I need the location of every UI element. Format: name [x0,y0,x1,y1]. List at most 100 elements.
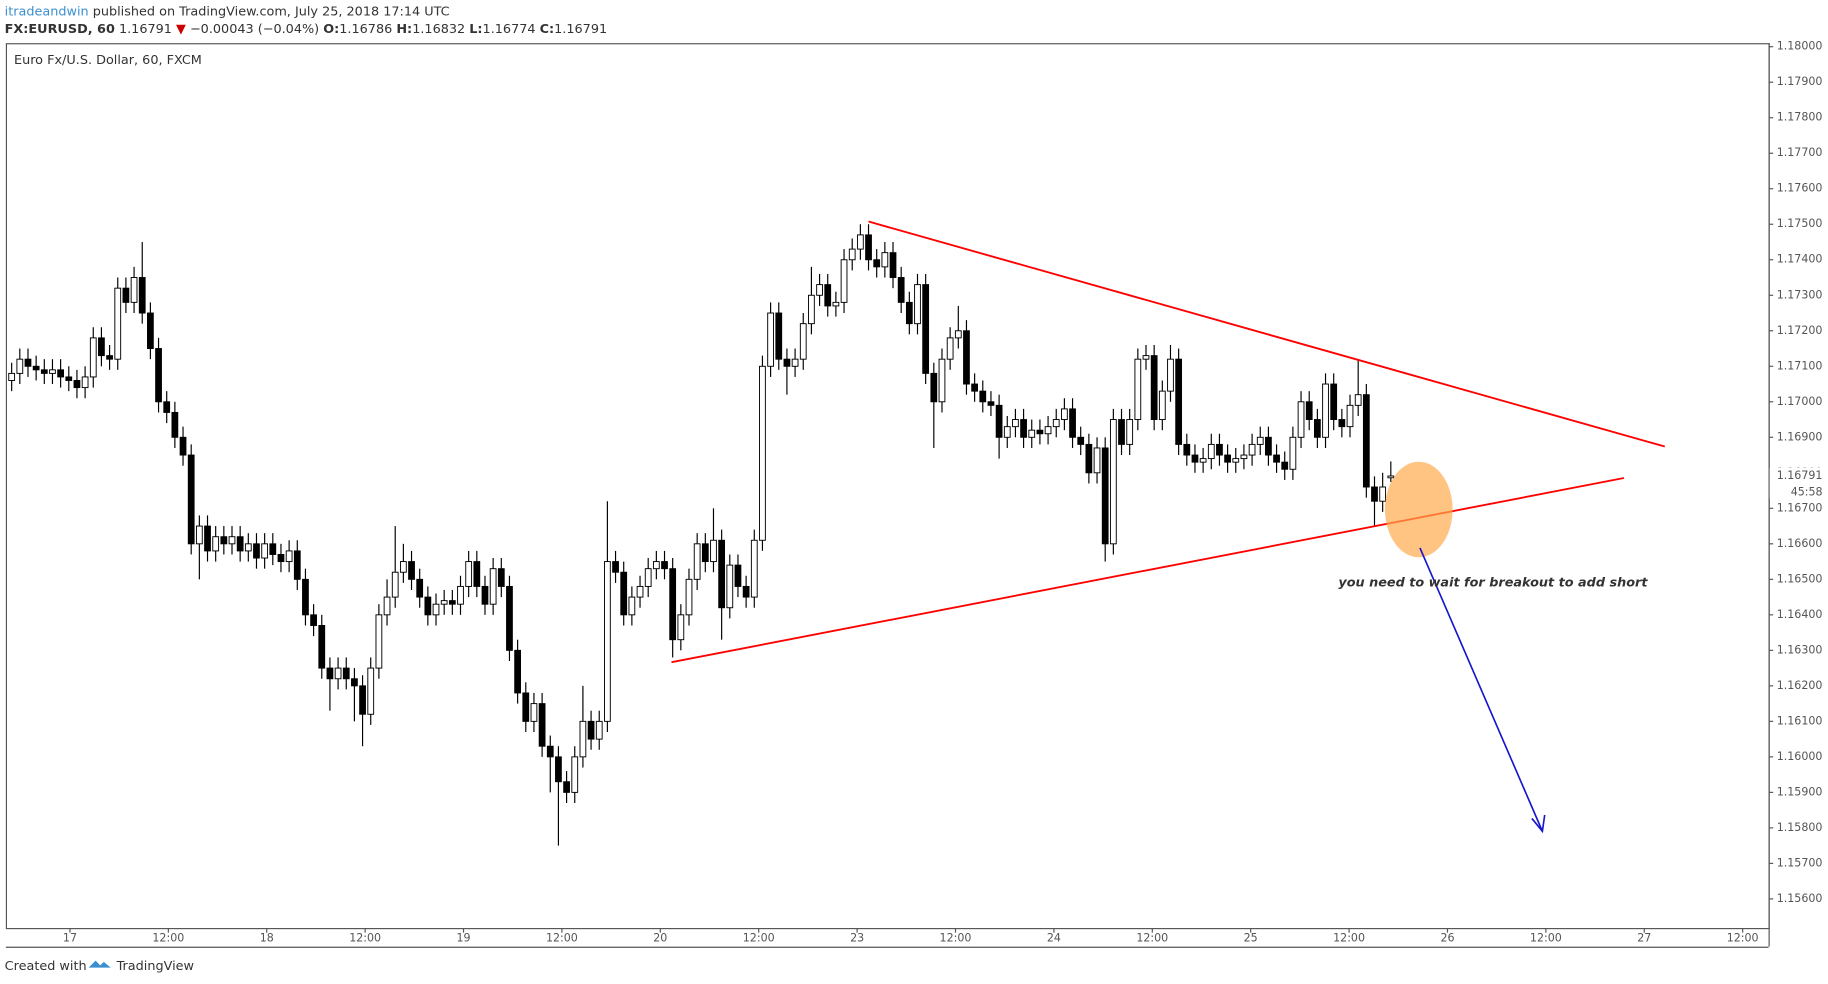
candle-body [579,720,587,758]
candle-body [1248,443,1256,456]
candle-body [832,301,840,307]
candle-body [334,667,342,680]
y-tick-label: 1.17600 [1777,182,1823,195]
candle-body [514,649,522,694]
y-tick-label: 1.15800 [1777,821,1823,834]
candle-body [65,376,73,381]
candle-body [351,678,358,687]
candle-body [595,720,603,740]
candle-body [669,568,677,641]
x-tick-label: 12:00 [1530,932,1562,945]
candle-body [195,525,203,545]
candle-body [1069,408,1076,438]
x-tick-label: 17 [63,932,77,945]
y-tick-label: 1.18000 [1777,40,1823,53]
candle-body [1150,355,1158,421]
y-tick-label: 1.16600 [1777,537,1823,550]
candle-body [1183,443,1191,456]
candle-body [1256,436,1264,445]
candle-body [587,720,595,740]
candle-body [310,614,317,626]
x-tick-label: 26 [1440,932,1454,945]
candle-body [32,365,40,371]
candle-body [1240,454,1248,460]
candle-body [228,536,236,545]
candle-body [416,578,424,598]
author[interactable]: itradeandwin [5,4,89,19]
y-tick-label: 1.16300 [1777,643,1823,656]
candle-body [856,234,864,250]
candle-body [1158,390,1166,421]
candle-body [848,248,856,261]
candle-body [1322,383,1329,438]
candle-body [98,337,105,357]
trendline-lower[interactable] [671,477,1625,664]
y-tick-label: 1.16900 [1777,430,1823,443]
candle-body [522,692,530,722]
candle-body [1118,419,1125,445]
candle-body [391,571,399,598]
candle-body [799,323,807,360]
change: −0.00043 (−0.04%) [190,22,319,37]
forecast-arrow[interactable] [1419,547,1544,832]
candle-body [563,781,570,793]
candle-body [775,312,783,360]
breakout-zone[interactable] [1384,461,1453,558]
candle-body [1371,486,1378,502]
candle-body [302,578,309,616]
open: 1.16786 [339,22,392,37]
footer-brand[interactable]: TradingView [116,959,194,974]
x-tick-label: 12:00 [546,932,578,945]
countdown: 45:58 [1791,485,1823,498]
y-tick-label: 1.17400 [1777,253,1823,266]
candle-body [652,561,660,570]
candle-body [465,561,473,587]
candle-body [677,614,685,641]
candle-body [1020,419,1027,438]
candle-body [644,568,652,587]
candle-body [1126,419,1134,445]
trendline-upper[interactable] [868,220,1666,448]
candle-body [701,543,709,563]
header-line: itradeandwin published on TradingView.co… [5,4,450,19]
candle-body [1387,475,1395,479]
candle-body [1077,436,1085,445]
candle-body [285,550,293,563]
candle-body [1330,383,1338,421]
candle-body [261,543,269,559]
candle-body [1142,355,1150,360]
arrow-head [1531,814,1546,834]
candle-body [171,411,179,438]
annotation[interactable]: you need to wait for breakout to add sho… [1338,575,1648,590]
close: 1.16791 [554,22,607,37]
candle-body [946,337,954,360]
candle-body [1036,429,1044,435]
candle-body [399,561,407,573]
axes: 1.18000 1.17900 1.17800 1.17700 1.17600 1.175… [63,40,1826,945]
symbol-line: FX:EURUSD, 60 1.16791 ▼ −0.00043 (−0.04%… [5,22,607,37]
candle-body [383,596,391,616]
candle-body [293,550,301,580]
x-tick-label: 12:00 [940,932,972,945]
x-tick-label: 25 [1244,932,1258,945]
candle-body [808,294,815,325]
high: 1.16832 [412,22,465,37]
candle-body [122,287,130,303]
candle-body [1354,394,1362,406]
h-label: H: [396,22,412,37]
candle-body [81,376,89,389]
x-tick-label: 18 [260,932,274,945]
y-tick-label: 1.15600 [1777,892,1823,905]
candle-body [130,277,138,303]
candle-body [457,585,464,605]
symbol: FX:EURUSD, 60 [5,22,115,37]
candle-body [114,287,122,360]
candle-body [40,369,48,374]
y-tick-label: 1.16500 [1777,572,1823,585]
candle-body [1012,419,1019,428]
candle-body [24,358,32,367]
candle-body [57,369,65,378]
candle-body [963,330,970,385]
l-label: L: [469,22,482,37]
